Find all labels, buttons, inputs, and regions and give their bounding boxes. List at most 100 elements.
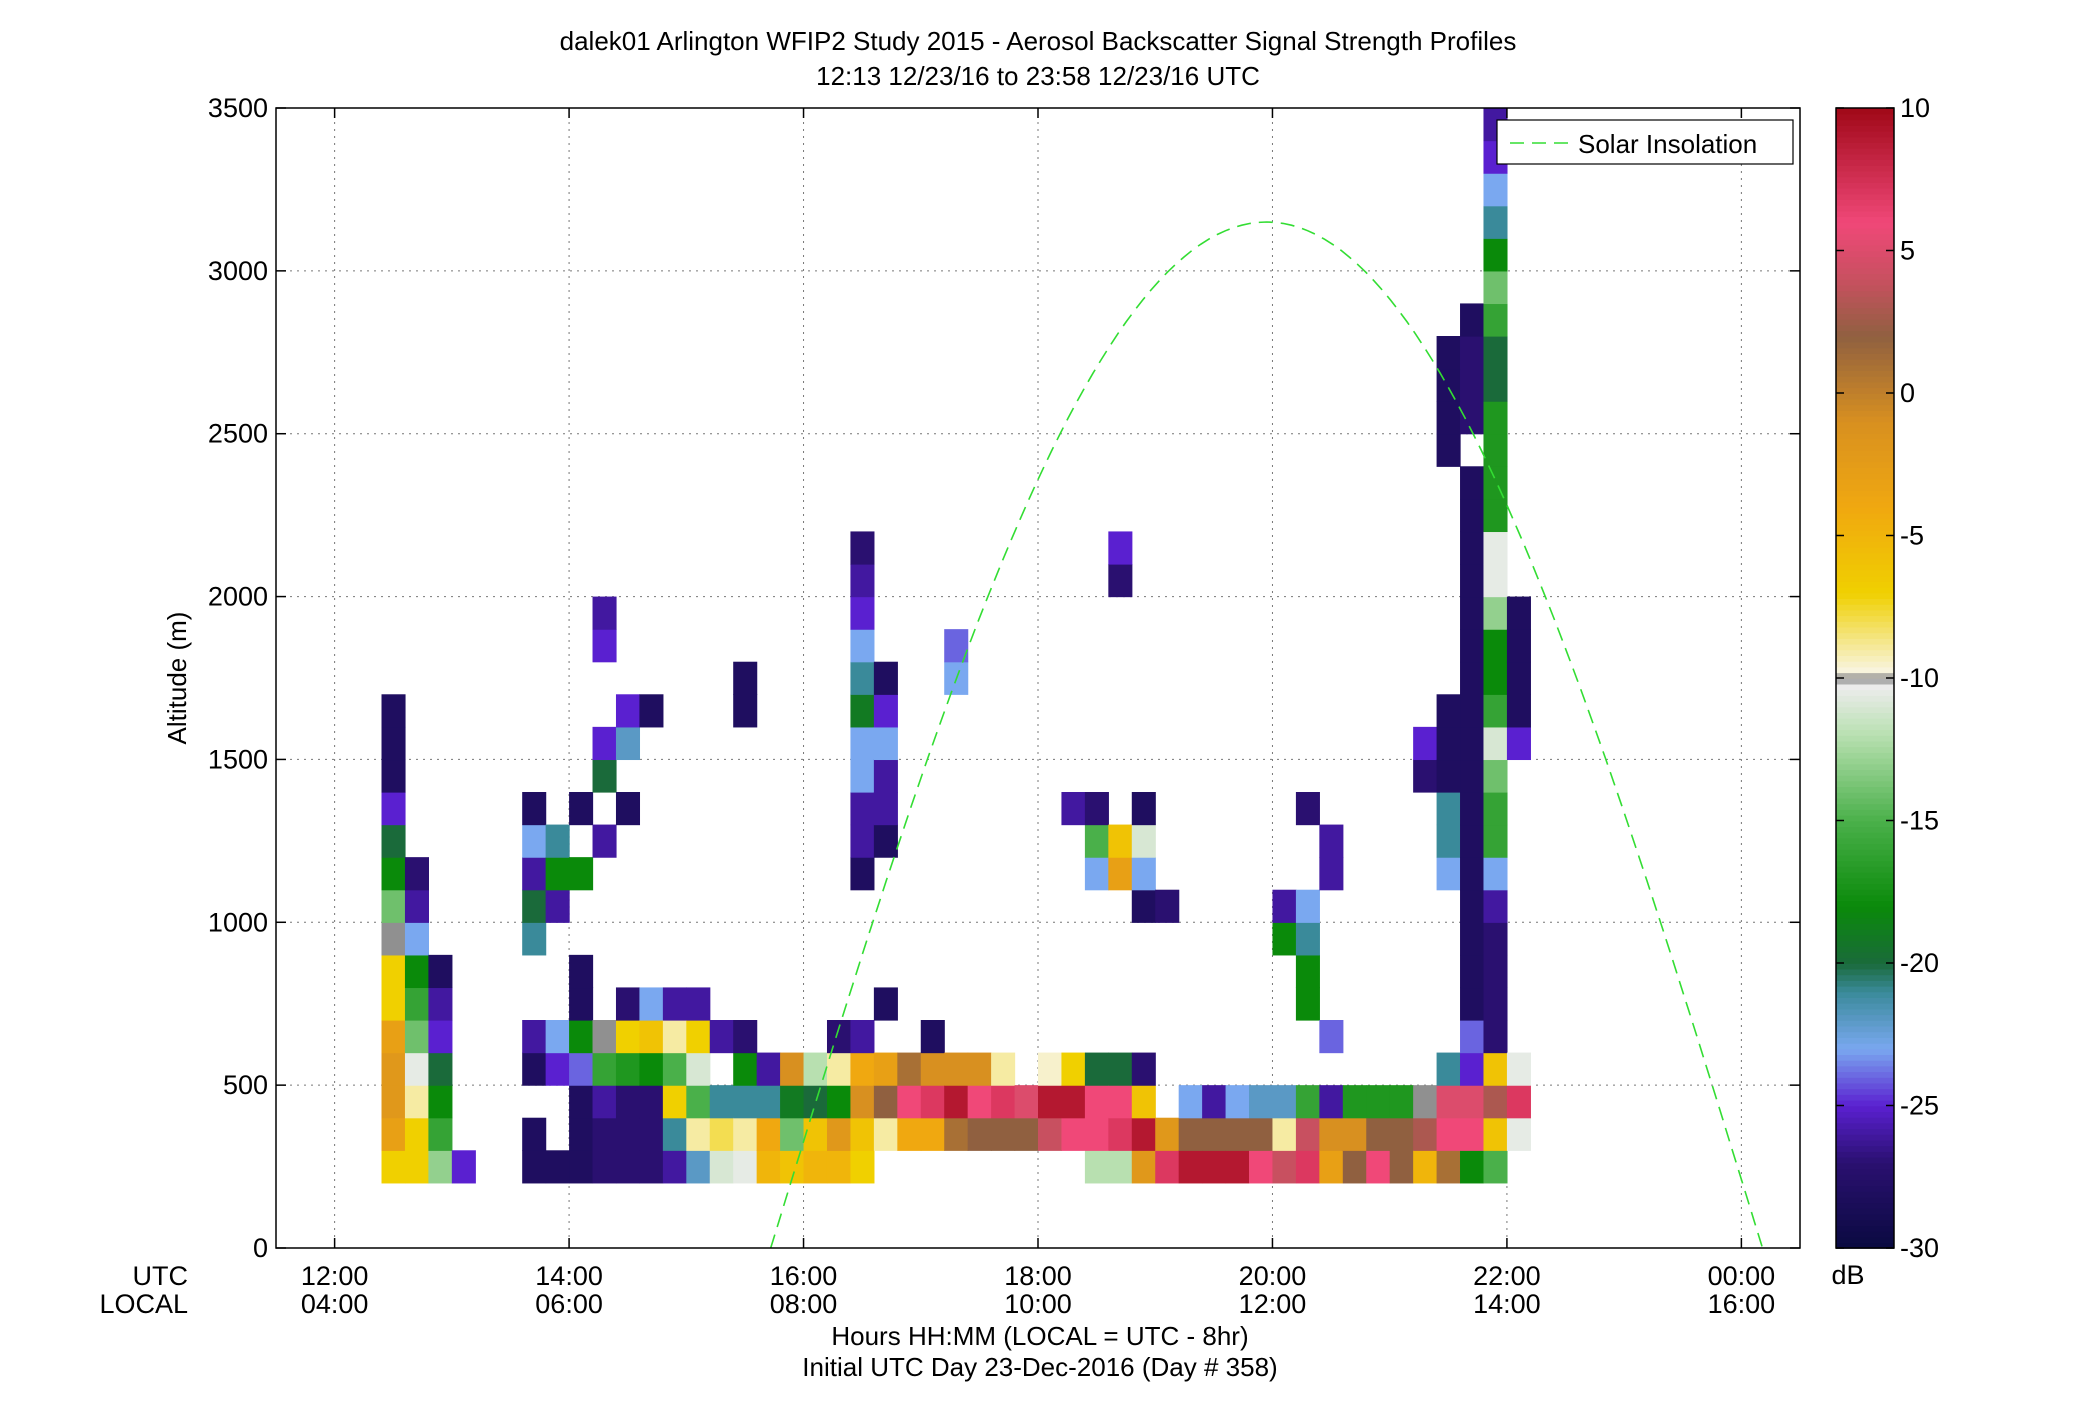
heatmap-cell <box>404 1117 429 1151</box>
colorbar-segment <box>1836 1014 1894 1021</box>
colorbar-segment <box>1836 638 1894 645</box>
heatmap-cell <box>569 954 594 989</box>
heatmap-cells <box>381 108 1531 1184</box>
colorbar-segment <box>1836 763 1894 770</box>
heatmap-cell <box>1460 954 1485 989</box>
colorbar-segment <box>1836 1094 1894 1101</box>
heatmap-cell <box>850 824 875 858</box>
y-tick-label-5: 2500 <box>208 419 268 449</box>
heatmap-cell <box>1014 1085 1039 1119</box>
colorbar-segment <box>1836 296 1894 303</box>
heatmap-cell <box>1483 433 1508 467</box>
heatmap-cell <box>803 1085 828 1119</box>
colorbar-segment <box>1836 672 1894 679</box>
heatmap-cell <box>1483 954 1508 989</box>
colorbar-segment <box>1836 239 1894 246</box>
heatmap-cell <box>545 889 570 923</box>
heatmap-cell <box>1436 1085 1461 1119</box>
colorbar-segment <box>1836 455 1894 463</box>
heatmap-cell <box>662 1052 687 1086</box>
heatmap-cell <box>1460 466 1485 500</box>
heatmap-cell <box>404 1085 429 1119</box>
heatmap-cell <box>545 857 570 891</box>
heatmap-cell <box>1272 889 1297 923</box>
heatmap-cell <box>545 1052 570 1086</box>
solar-insolation-curve <box>769 221 1764 1248</box>
colorbar-segment <box>1836 216 1894 223</box>
heatmap-cell <box>569 987 594 1021</box>
y-tick-label-4: 2000 <box>208 582 268 612</box>
colorbar-segment <box>1836 769 1894 776</box>
colorbar-tick-label-0: 10 <box>1900 93 1930 123</box>
heatmap-cell <box>662 1150 687 1184</box>
colorbar-tick-label-3: -5 <box>1900 521 1924 551</box>
colorbar-segment <box>1836 757 1894 765</box>
heatmap-cell <box>381 759 406 793</box>
colorbar-segment <box>1836 273 1894 280</box>
colorbar-segment <box>1836 1225 1894 1232</box>
heatmap-cell <box>1483 759 1508 793</box>
colorbar-segment <box>1836 831 1894 839</box>
heatmap-cell <box>615 1085 641 1119</box>
colorbar-tick-label-8: -30 <box>1900 1233 1939 1263</box>
colorbar-segment <box>1836 108 1894 115</box>
utc-row-label: UTC <box>133 1261 189 1291</box>
colorbar-segment <box>1836 968 1894 976</box>
colorbar-segment <box>1836 1116 1894 1124</box>
colorbar-segment <box>1836 324 1894 332</box>
heatmap-cell <box>1084 1117 1109 1151</box>
heatmap-cell <box>428 1117 453 1151</box>
heatmap-cell <box>1460 596 1485 630</box>
colorbar-segment <box>1836 581 1894 588</box>
heatmap-cell <box>1460 759 1485 793</box>
heatmap-cell <box>1460 857 1485 891</box>
heatmap-cell <box>522 1150 547 1184</box>
colorbar-segment <box>1836 410 1894 417</box>
heatmap-cell <box>944 1085 969 1119</box>
legend-box <box>1496 119 1794 165</box>
colorbar-label: dB <box>1831 1260 1864 1290</box>
colorbar-segment <box>1836 1099 1894 1107</box>
colorbar-segment <box>1836 621 1894 628</box>
x-tick-label-local-2: 08:00 <box>770 1289 838 1319</box>
colorbar-segment <box>1836 911 1894 919</box>
heatmap-cell <box>1295 889 1320 923</box>
colorbar-segment <box>1836 928 1894 936</box>
heatmap-cell <box>850 1150 875 1184</box>
heatmap-cell <box>1436 759 1461 793</box>
colorbar-segment <box>1836 541 1894 548</box>
colorbar-segment <box>1836 170 1894 178</box>
heatmap-cell <box>1460 498 1485 533</box>
heatmap-cell <box>1483 303 1508 337</box>
colorbar-tick-label-5: -15 <box>1900 806 1939 836</box>
heatmap-cell <box>1483 401 1508 435</box>
heatmap-cell <box>1389 1117 1414 1151</box>
heatmap-cell <box>686 987 711 1021</box>
colorbar-segment <box>1836 740 1894 748</box>
heatmap-cell <box>1436 726 1461 761</box>
heatmap-cell <box>381 1052 406 1086</box>
heatmap-cell <box>756 1052 781 1086</box>
x-tick-label-utc-6: 00:00 <box>1708 1261 1776 1291</box>
colorbar-segment <box>1836 632 1894 639</box>
x-tick-label-local-6: 16:00 <box>1708 1289 1776 1319</box>
heatmap-cell <box>1483 596 1508 630</box>
heatmap-cell <box>1295 1117 1320 1151</box>
colorbar-segment <box>1836 153 1894 161</box>
heatmap-cell <box>428 987 453 1021</box>
heatmap-cell <box>522 1052 547 1086</box>
colorbar-segment <box>1836 666 1894 674</box>
heatmap-cell <box>639 1117 664 1151</box>
heatmap-cell <box>1295 1085 1320 1119</box>
colorbar-segment <box>1836 706 1894 713</box>
colorbar-segment <box>1836 854 1894 862</box>
y-tick-label-0: 0 <box>253 1233 268 1263</box>
heatmap-cell <box>381 922 406 956</box>
heatmap-cell <box>1506 726 1531 761</box>
heatmap-cell <box>1436 336 1461 370</box>
heatmap-cell <box>1460 1117 1485 1151</box>
colorbar-segment <box>1836 159 1894 166</box>
heatmap-cell <box>850 759 875 793</box>
colorbar-segment <box>1836 649 1894 656</box>
colorbar-segment <box>1836 797 1894 805</box>
